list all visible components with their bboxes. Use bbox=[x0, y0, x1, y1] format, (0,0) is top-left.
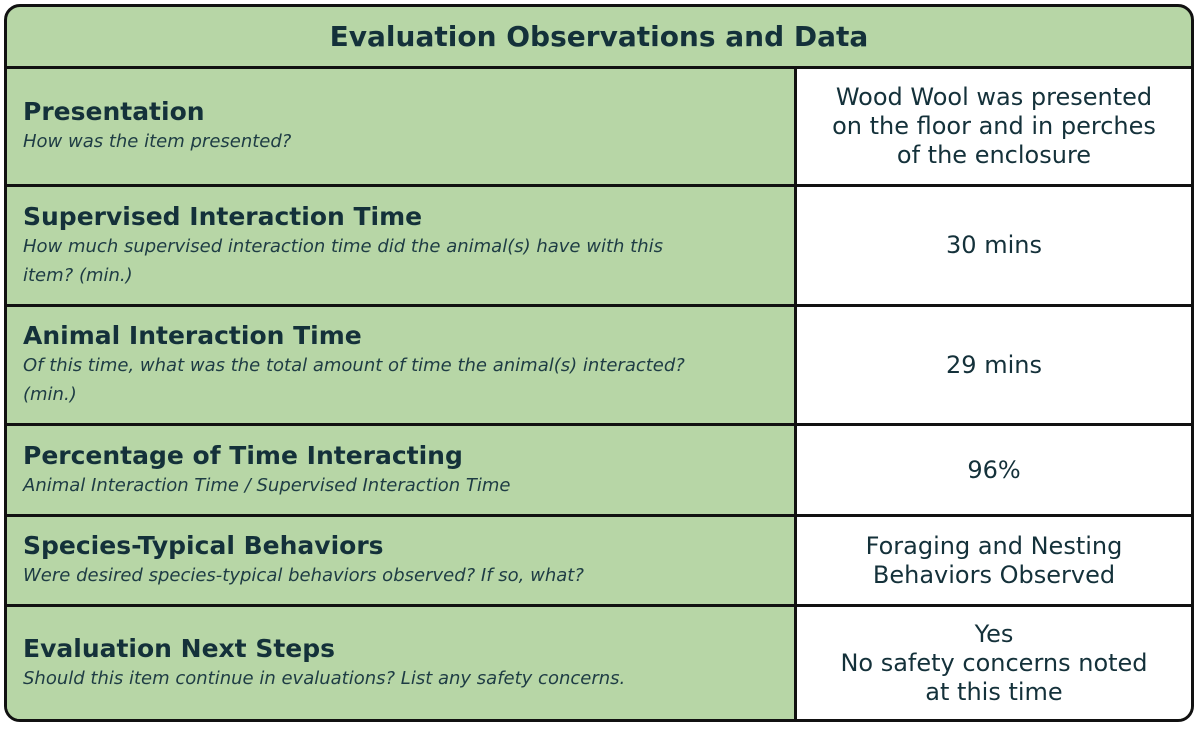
question-line: item? (min.) bbox=[23, 264, 133, 286]
table-row-species-typical-behaviors: Species-Typical Behaviors Were desired s… bbox=[7, 517, 1191, 607]
table-title: Evaluation Observations and Data bbox=[7, 7, 1191, 69]
value-cell: Foraging and Nesting Behaviors Observed bbox=[797, 517, 1191, 604]
table-row-animal-interaction-time: Animal Interaction Time Of this time, wh… bbox=[7, 307, 1191, 426]
label-cell: Supervised Interaction Time How much sup… bbox=[7, 187, 797, 304]
row-question-percentage-of-time-interacting: Animal Interaction Time / Supervised Int… bbox=[23, 474, 511, 496]
value-cell: Wood Wool was presented on the floor and… bbox=[797, 69, 1191, 184]
value-cell: 29 mins bbox=[797, 307, 1191, 423]
row-question-evaluation-next-steps: Should this item continue in evaluations… bbox=[23, 667, 626, 689]
value-line: of the enclosure bbox=[896, 141, 1092, 169]
row-question-species-typical-behaviors: Were desired species-typical behaviors o… bbox=[23, 565, 584, 586]
value-line: at this time bbox=[925, 677, 1063, 706]
table-row-percentage-of-time-interacting: Percentage of Time Interacting Animal In… bbox=[7, 426, 1191, 517]
label-cell: Evaluation Next Steps Should this item c… bbox=[7, 607, 797, 719]
row-value-animal-interaction-time: 29 mins bbox=[946, 350, 1042, 379]
row-label-species-typical-behaviors: Species-Typical Behaviors bbox=[23, 531, 384, 560]
value-line: Wood Wool was presented bbox=[835, 83, 1153, 111]
row-label-percentage-of-time-interacting: Percentage of Time Interacting bbox=[23, 440, 463, 470]
row-value-presentation: Wood Wool was presented on the floor and… bbox=[832, 83, 1156, 170]
row-value-percentage-of-time-interacting: 96% bbox=[967, 455, 1021, 484]
row-question-animal-interaction-time: Of this time, what was the total amount … bbox=[23, 351, 778, 409]
row-question-supervised-interaction-time: How much supervised interaction time did… bbox=[23, 232, 778, 290]
row-value-supervised-interaction-time: 30 mins bbox=[946, 231, 1042, 259]
table-row-evaluation-next-steps: Evaluation Next Steps Should this item c… bbox=[7, 607, 1191, 719]
row-label-animal-interaction-time: Animal Interaction Time bbox=[23, 321, 362, 350]
question-line: How much supervised interaction time did… bbox=[23, 235, 663, 257]
value-line: Yes bbox=[974, 619, 1014, 648]
row-value-species-typical-behaviors: Foraging and Nesting Behaviors Observed bbox=[866, 532, 1123, 590]
evaluation-table: Evaluation Observations and Data Present… bbox=[4, 4, 1194, 722]
value-line: Behaviors Observed bbox=[872, 560, 1116, 589]
question-line: Of this time, what was the total amount … bbox=[23, 355, 685, 376]
value-line: on the floor and in perches bbox=[832, 112, 1156, 140]
row-label-presentation: Presentation bbox=[23, 97, 205, 126]
value-line: Foraging and Nesting bbox=[865, 531, 1123, 560]
table-row-presentation: Presentation How was the item presented?… bbox=[7, 69, 1191, 187]
label-cell: Percentage of Time Interacting Animal In… bbox=[7, 426, 797, 514]
table-row-supervised-interaction-time: Supervised Interaction Time How much sup… bbox=[7, 187, 1191, 307]
label-cell: Presentation How was the item presented? bbox=[7, 69, 797, 184]
row-label-evaluation-next-steps: Evaluation Next Steps bbox=[23, 633, 336, 663]
row-question-presentation: How was the item presented? bbox=[23, 131, 292, 152]
row-label-supervised-interaction-time: Supervised Interaction Time bbox=[23, 201, 423, 231]
value-cell: 30 mins bbox=[797, 187, 1191, 304]
row-value-evaluation-next-steps: Yes No safety concerns noted at this tim… bbox=[840, 620, 1147, 707]
value-cell: Yes No safety concerns noted at this tim… bbox=[797, 607, 1191, 719]
label-cell: Animal Interaction Time Of this time, wh… bbox=[7, 307, 797, 423]
value-line: No safety concerns noted bbox=[840, 648, 1148, 677]
label-cell: Species-Typical Behaviors Were desired s… bbox=[7, 517, 797, 604]
question-line: (min.) bbox=[23, 384, 77, 405]
value-cell: 96% bbox=[797, 426, 1191, 514]
